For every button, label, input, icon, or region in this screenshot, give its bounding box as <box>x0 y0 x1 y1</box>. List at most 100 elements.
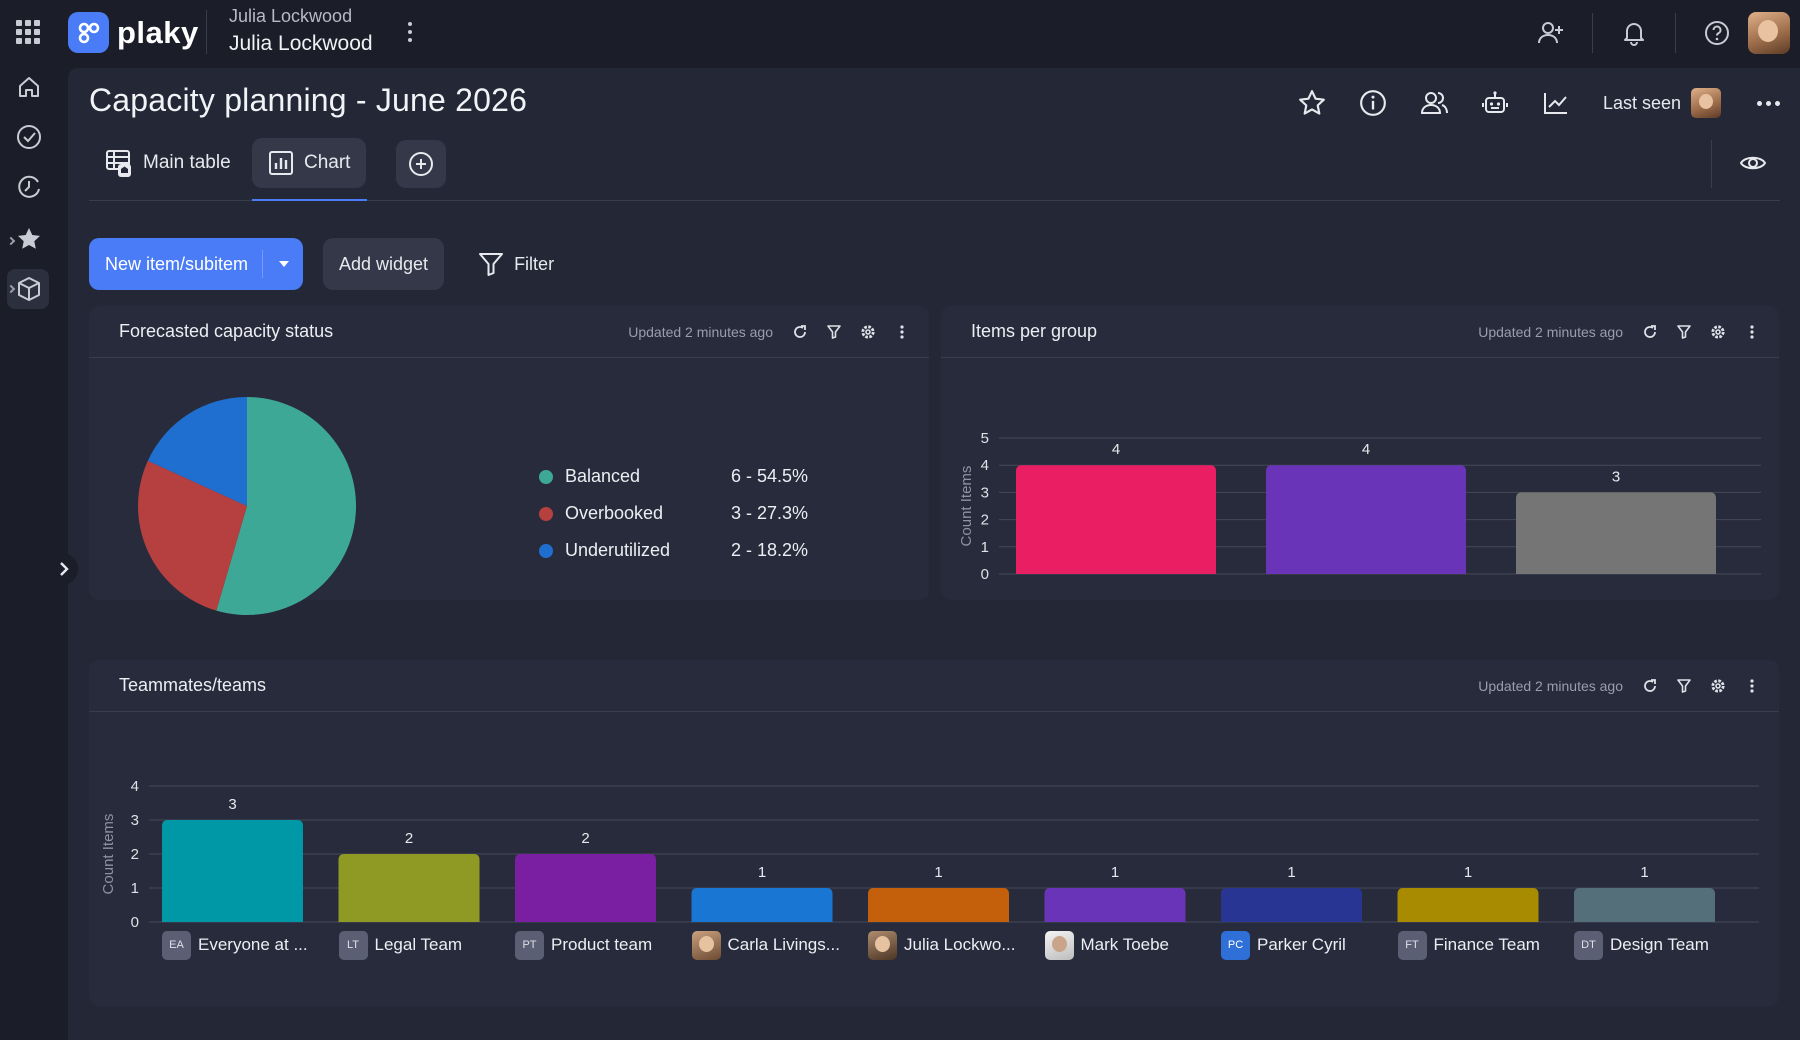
bell-icon[interactable] <box>1619 18 1649 48</box>
bar-7[interactable] <box>1397 888 1539 922</box>
divider <box>1675 13 1676 53</box>
help-icon[interactable] <box>1702 18 1732 48</box>
bar-value-label: 4 <box>1362 441 1370 458</box>
divider <box>262 250 263 278</box>
pie-legend: Balanced 6 - 54.5% Overbooked 3 - 27.3% Unde… <box>539 458 869 569</box>
apps-grid-icon[interactable] <box>16 20 40 44</box>
divider <box>1711 140 1712 188</box>
plus-circle-icon <box>409 152 433 176</box>
divider <box>206 10 207 54</box>
history-icon[interactable] <box>14 172 44 202</box>
y-axis-label: Count Items <box>958 466 975 547</box>
user-avatar[interactable] <box>1748 12 1790 54</box>
bar-0[interactable] <box>1016 465 1216 574</box>
gear-icon[interactable] <box>1701 318 1735 346</box>
star-icon[interactable] <box>14 224 44 254</box>
bar-0[interactable] <box>162 820 303 922</box>
legend-label: Overbooked <box>565 503 664 523</box>
refresh-icon[interactable] <box>1633 318 1667 346</box>
bar-8[interactable] <box>1574 888 1715 922</box>
new-item-button[interactable]: New item/subitem <box>89 238 303 290</box>
tab-chart[interactable]: Chart <box>252 138 367 188</box>
refresh-icon[interactable] <box>1633 672 1667 700</box>
chevron-down-icon[interactable] <box>279 261 289 267</box>
pie-slice-underutilized[interactable] <box>147 397 247 506</box>
filter-button[interactable]: Filter <box>464 238 568 290</box>
y-tick-label: 3 <box>981 484 989 501</box>
y-tick-label: 4 <box>131 778 139 795</box>
widget-menu-icon[interactable] <box>1735 318 1769 346</box>
board-toolbar: New item/subitem Add widget Filter <box>89 238 568 290</box>
last-seen-avatar <box>1691 88 1721 118</box>
y-tick-label: 2 <box>981 512 989 529</box>
tab-main-table[interactable]: Main table <box>89 138 247 188</box>
top-bar: plaky Julia Lockwood Julia Lockwood <box>0 0 1800 66</box>
bar-6[interactable] <box>1221 888 1362 922</box>
pie-slice-balanced[interactable] <box>216 397 357 615</box>
add-user-icon[interactable] <box>1536 18 1566 48</box>
last-seen[interactable]: Last seen <box>1603 88 1721 118</box>
members-icon[interactable] <box>1415 84 1453 122</box>
filter-icon[interactable] <box>817 318 851 346</box>
add-widget-button[interactable]: Add widget <box>323 238 445 290</box>
workspace-menu-icon[interactable] <box>404 20 416 44</box>
logo[interactable]: plaky <box>68 12 199 53</box>
legend-dot <box>539 469 553 484</box>
page-title: Capacity planning - June 2026 <box>89 82 528 118</box>
bar-chart-icon <box>269 151 293 175</box>
widget-header: Teammates/teams Updated 2 minutes ago <box>89 660 1779 712</box>
check-circle-icon[interactable] <box>14 122 44 152</box>
header-actions: Last seen <box>1270 84 1780 122</box>
y-tick-label: 3 <box>131 812 139 829</box>
gear-icon[interactable] <box>851 318 885 346</box>
table-icon <box>106 150 131 177</box>
filter-icon[interactable] <box>1667 318 1701 346</box>
legend-dot <box>539 506 553 521</box>
add-view-button[interactable] <box>396 140 446 188</box>
sidebar-toggle-button[interactable] <box>50 553 78 585</box>
widget-actions: Updated 2 minutes ago <box>1478 672 1769 700</box>
info-icon[interactable] <box>1354 84 1392 122</box>
y-axis-label: Count Items <box>100 814 117 895</box>
legend-item-overbooked[interactable]: Overbooked 3 - 27.3% <box>539 495 869 532</box>
tab-main-table-label: Main table <box>143 152 231 173</box>
star-outline-icon[interactable] <box>1293 84 1331 122</box>
bar-value-label: 1 <box>1640 864 1648 881</box>
filter-icon[interactable] <box>1667 672 1701 700</box>
legend-value: 6 - 54.5% <box>731 466 809 486</box>
refresh-icon[interactable] <box>783 318 817 346</box>
logo-mark-icon <box>68 12 109 53</box>
legend-dot <box>539 543 553 558</box>
widget-title: Teammates/teams <box>119 675 267 695</box>
y-tick-label: 4 <box>981 457 989 474</box>
bar-5[interactable] <box>1044 888 1186 922</box>
widget-menu-icon[interactable] <box>885 318 919 346</box>
top-right-actions <box>1536 0 1800 66</box>
more-options-icon[interactable] <box>1757 100 1780 106</box>
bar-3[interactable] <box>691 888 833 922</box>
legend-item-underutilized[interactable]: Underutilized 2 - 18.2% <box>539 532 869 569</box>
active-tab-indicator <box>252 199 367 201</box>
automation-robot-icon[interactable] <box>1476 84 1514 122</box>
bar-value-label: 3 <box>228 796 236 813</box>
widget-menu-icon[interactable] <box>1735 672 1769 700</box>
bar-2[interactable] <box>515 854 656 922</box>
gear-icon[interactable] <box>1701 672 1735 700</box>
bar-value-label: 1 <box>1111 864 1119 881</box>
bar-4[interactable] <box>868 888 1009 922</box>
y-tick-label: 1 <box>131 880 139 897</box>
bar-2[interactable] <box>1516 492 1716 574</box>
divider <box>1592 13 1593 53</box>
bar-1[interactable] <box>1266 465 1466 574</box>
activity-chart-icon[interactable] <box>1537 84 1575 122</box>
legend-item-balanced[interactable]: Balanced 6 - 54.5% <box>539 458 869 495</box>
home-icon[interactable] <box>14 72 44 102</box>
new-item-label: New item/subitem <box>105 253 249 274</box>
eye-icon[interactable] <box>1738 148 1768 178</box>
y-tick-label: 1 <box>981 539 989 556</box>
pie-slice-overbooked[interactable] <box>138 460 247 611</box>
box-icon[interactable] <box>14 274 44 304</box>
workspace-name[interactable]: Julia Lockwood <box>229 32 373 55</box>
updated-text: Updated 2 minutes ago <box>1478 324 1623 340</box>
bar-1[interactable] <box>338 854 480 922</box>
